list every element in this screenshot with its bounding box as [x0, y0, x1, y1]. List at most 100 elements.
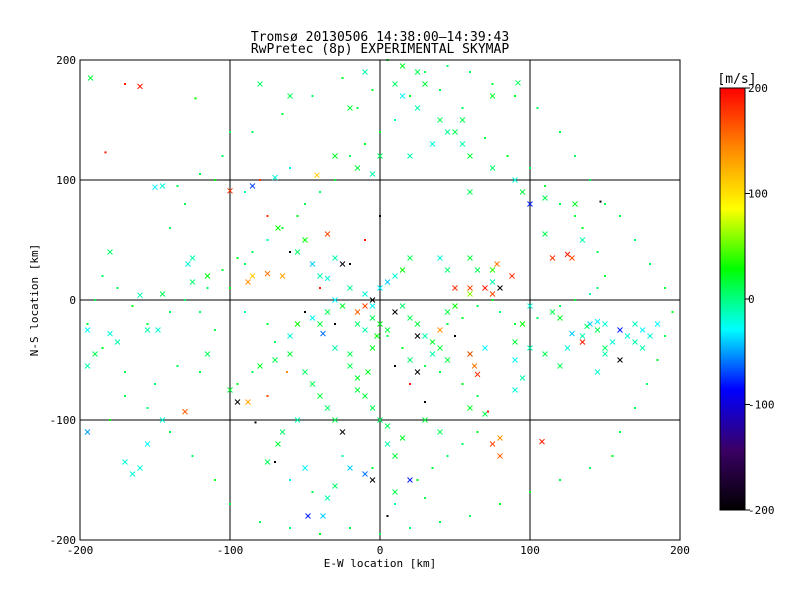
data-point-x	[384, 279, 391, 285]
data-point-dot	[206, 287, 209, 289]
data-point-x	[305, 513, 311, 519]
data-point-x	[227, 187, 233, 194]
data-point-dot	[266, 239, 269, 241]
data-point-dot	[439, 371, 441, 373]
data-point-x	[429, 339, 436, 345]
data-point-x	[579, 333, 586, 339]
data-point-x	[452, 285, 458, 291]
data-point-x	[471, 363, 478, 369]
data-point-x	[392, 489, 398, 495]
data-point-dot	[431, 467, 434, 469]
data-point-dot	[259, 521, 261, 523]
data-point-dot	[461, 383, 464, 385]
data-point-dot	[544, 185, 546, 187]
data-point-x	[392, 453, 398, 459]
data-point-x	[347, 285, 353, 291]
data-point-x	[489, 165, 496, 171]
data-point-dot	[386, 335, 389, 337]
data-point-x	[542, 195, 548, 201]
data-point-x	[362, 471, 368, 477]
data-point-x	[137, 465, 143, 471]
data-point-dot	[646, 383, 648, 385]
y-tick-label: 0	[69, 294, 76, 307]
data-point-dot	[289, 527, 291, 529]
data-point-dot	[514, 95, 516, 97]
data-point-dot	[146, 323, 149, 325]
data-point-x	[452, 303, 458, 309]
data-point-x	[339, 261, 346, 267]
data-point-x	[369, 477, 376, 483]
colorbar-tick-label: 200	[748, 82, 768, 95]
data-point-x	[392, 273, 398, 279]
data-point-x	[444, 357, 451, 363]
x-tick-label: -100	[217, 544, 244, 557]
colorbar	[719, 87, 746, 511]
data-point-x	[584, 323, 590, 330]
data-point-dot	[394, 119, 396, 121]
data-point-x	[407, 153, 413, 159]
data-point-x	[324, 231, 331, 237]
colorbar-tick-label: -100	[748, 399, 775, 412]
data-point-x	[245, 279, 251, 285]
data-point-x	[347, 351, 353, 357]
data-point-x	[602, 351, 608, 357]
data-point-x	[572, 201, 578, 207]
data-point-x	[287, 333, 293, 339]
data-point-dot	[289, 479, 291, 481]
data-point-x	[414, 369, 421, 375]
data-point-x	[512, 387, 518, 393]
data-point-x	[452, 129, 458, 135]
data-point-dot	[574, 299, 576, 301]
data-point-x	[557, 363, 563, 369]
data-point-x	[647, 333, 653, 339]
data-point-dot	[319, 191, 321, 193]
data-point-x	[617, 357, 623, 363]
data-point-x	[332, 345, 338, 351]
data-point-x	[444, 129, 451, 135]
data-point-dot	[349, 527, 351, 529]
data-point-x	[324, 275, 331, 282]
data-point-x	[107, 330, 113, 337]
data-point-x	[602, 345, 608, 351]
data-point-dot	[116, 287, 119, 289]
data-point-x	[114, 339, 121, 345]
data-point-dot	[514, 323, 516, 325]
data-point-dot	[394, 503, 396, 505]
data-point-x	[275, 225, 281, 231]
data-point-x	[204, 351, 211, 357]
data-point-dot	[491, 299, 494, 301]
data-point-x	[384, 327, 391, 333]
data-point-dot	[559, 479, 561, 481]
data-point-dot	[214, 479, 216, 481]
data-point-x	[564, 345, 571, 351]
data-point-dot	[364, 239, 366, 241]
data-point-dot	[401, 347, 404, 349]
data-point-x	[272, 357, 278, 363]
data-point-x	[497, 453, 503, 459]
data-point-x	[569, 255, 575, 261]
data-point-x	[474, 267, 481, 273]
y-tick-label: 100	[56, 174, 76, 187]
data-point-dot	[341, 455, 344, 457]
data-point-x	[362, 291, 368, 297]
data-point-x	[317, 273, 323, 279]
data-point-x	[467, 153, 473, 159]
data-point-dot	[499, 503, 501, 505]
data-point-dot	[229, 287, 231, 289]
data-point-dot	[266, 323, 269, 325]
data-point-x	[129, 471, 136, 477]
data-point-x	[189, 255, 196, 261]
data-point-x	[512, 177, 518, 183]
data-point-dot	[506, 155, 509, 157]
data-point-x	[287, 93, 293, 99]
data-point-x	[347, 105, 353, 111]
data-point-x	[369, 171, 376, 177]
data-point-x	[365, 369, 371, 375]
data-point-dot	[596, 251, 599, 253]
data-point-dot	[529, 491, 531, 493]
data-point-dot	[251, 131, 254, 133]
data-point-x	[482, 345, 488, 351]
data-point-dot	[454, 335, 456, 337]
data-point-dot	[409, 383, 411, 385]
